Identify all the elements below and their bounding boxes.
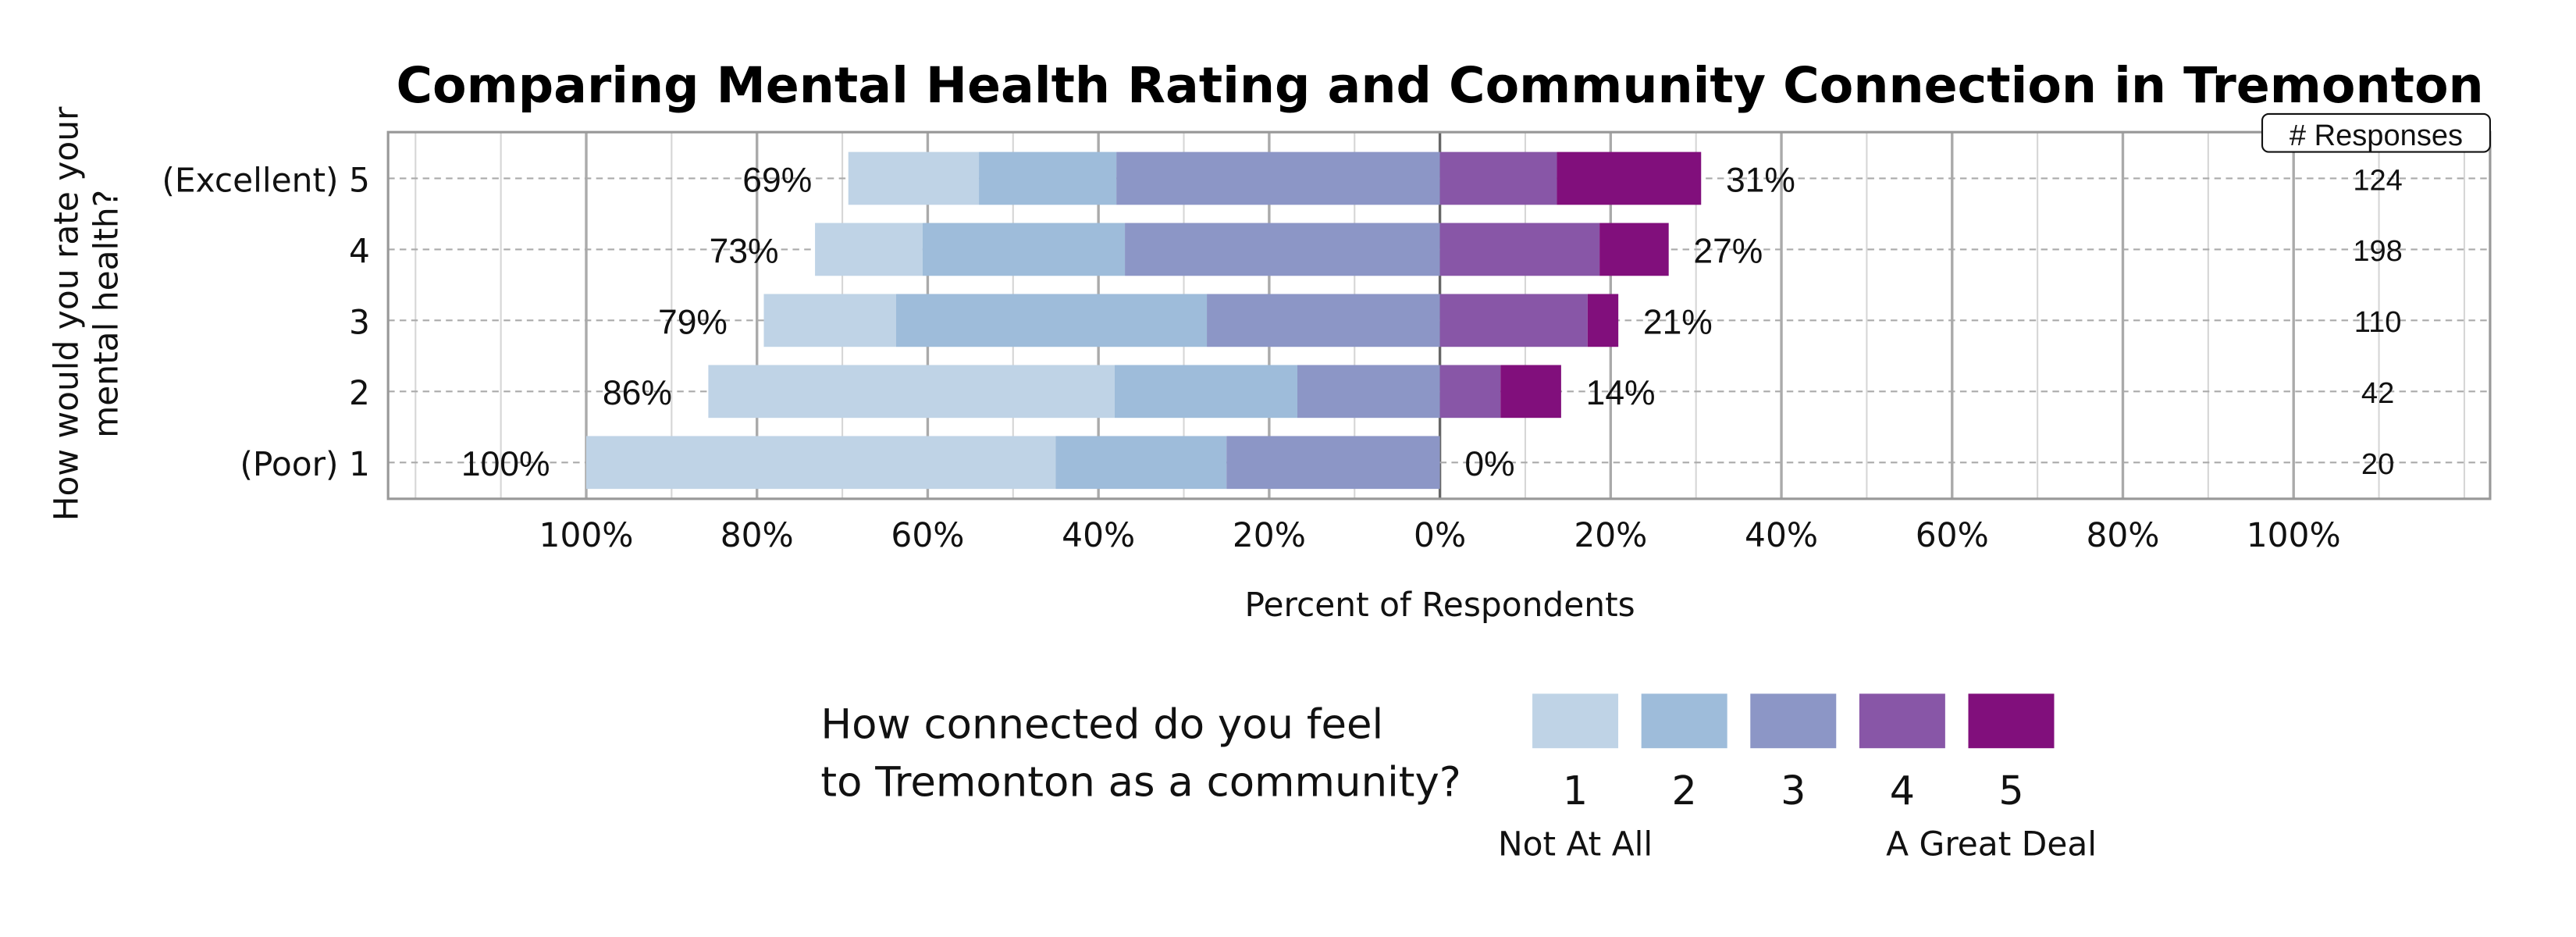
bars: 69% 31% 73% 27% 79% 21% 86% 14% 100% 0%	[461, 151, 1795, 490]
bar-segment-1	[708, 365, 1115, 419]
left-percent-label: 69%	[742, 161, 812, 199]
bar-segment-2	[979, 151, 1117, 205]
bar-segment-5	[1500, 365, 1561, 419]
right-percent-label: 21%	[1643, 303, 1713, 341]
responses-header-box	[2261, 112, 2491, 153]
x-axis-title: Percent of Respondents	[1245, 586, 1635, 624]
bar-segment-1	[586, 436, 1056, 490]
bar-segment-2	[1114, 365, 1297, 419]
bar-segment-3	[1116, 151, 1440, 205]
legend: How connected do you feel to Tremonton a…	[820, 693, 2097, 864]
left-percent-label: 100%	[461, 445, 550, 483]
bar-segment-5	[1587, 294, 1619, 347]
legend-title-line-2: to Tremonton as a community?	[820, 759, 1461, 807]
row-label: 2	[349, 374, 370, 412]
legend-title-line-1: How connected do you feel	[820, 701, 1383, 749]
x-tick-label: 40%	[1745, 516, 1818, 554]
legend-label: 3	[1781, 768, 1806, 814]
bar-segment-5	[1599, 223, 1669, 276]
legend-swatch-2	[1641, 693, 1727, 749]
row-labels: (Excellent) 5 124 4 198 3 110 2 42 (Poor) 1 20	[162, 161, 2403, 483]
legend-swatch-3	[1750, 693, 1837, 749]
x-tick-label: 60%	[891, 516, 964, 554]
bar-segment-5	[1557, 151, 1702, 205]
legend-label: 1	[1563, 768, 1588, 814]
x-ticks: 100% 80% 60% 40% 20% 0% 20% 40% 60% 80% 100%	[539, 516, 2341, 554]
left-percent-label: 86%	[603, 374, 672, 412]
x-tick-label: 20%	[1574, 516, 1647, 554]
plot-frame	[386, 130, 2492, 501]
bar-segment-3	[1207, 294, 1440, 347]
response-count: 110	[2354, 306, 2402, 339]
x-tick-label: 0%	[1414, 516, 1466, 554]
legend-swatch-4	[1859, 693, 1945, 749]
bar-segment-1	[848, 151, 980, 205]
right-percent-label: 0%	[1464, 445, 1514, 483]
x-tick-label: 100%	[2247, 516, 2341, 554]
bar-segment-3	[1226, 436, 1440, 490]
legend-high-label: A Great Deal	[1886, 825, 2097, 864]
right-percent-label: 27%	[1693, 232, 1763, 270]
response-count: 198	[2353, 235, 2403, 268]
bar-segment-3	[1297, 365, 1440, 419]
legend-label: 5	[1998, 768, 2023, 814]
row-label: 3	[349, 303, 370, 341]
bar-segment-4	[1439, 223, 1600, 276]
legend-low-label: Not At All	[1498, 825, 1653, 864]
x-tick-label: 80%	[720, 516, 794, 554]
y-axis-title-line-2: mental health?	[87, 190, 125, 438]
row-label: 4	[349, 232, 370, 270]
y-axis-title: How would you rate your mental health?	[47, 106, 125, 521]
right-percent-label: 14%	[1586, 374, 1656, 412]
bar-segment-4	[1439, 294, 1588, 347]
bar-segment-2	[895, 294, 1208, 347]
x-tick-label: 100%	[539, 516, 634, 554]
legend-swatch-1	[1532, 693, 1619, 749]
legend-label: 2	[1672, 768, 1697, 814]
right-percent-label: 31%	[1726, 161, 1795, 199]
x-tick-label: 40%	[1062, 516, 1135, 554]
response-count: 42	[2361, 377, 2394, 410]
bar-segment-4	[1439, 365, 1501, 419]
bar-segment-1	[815, 223, 923, 276]
response-count: 20	[2361, 448, 2394, 481]
y-axis-title-line-1: How would you rate your	[47, 106, 85, 521]
x-tick-label: 20%	[1233, 516, 1306, 554]
bar-segment-2	[922, 223, 1126, 276]
bar-segment-1	[763, 294, 896, 347]
x-tick-label: 60%	[1916, 516, 1989, 554]
row-label: (Excellent) 5	[162, 161, 370, 199]
responses-header: # Responses	[2290, 119, 2463, 152]
bar-segment-2	[1055, 436, 1227, 490]
bar-segment-3	[1125, 223, 1440, 276]
legend-swatch-5	[1968, 693, 2055, 749]
bar-segment-4	[1439, 151, 1557, 205]
response-count: 124	[2353, 164, 2403, 197]
x-tick-label: 80%	[2086, 516, 2159, 554]
legend-label: 4	[1890, 768, 1915, 814]
row-label: (Poor) 1	[240, 445, 370, 483]
left-percent-label: 79%	[658, 303, 728, 341]
left-percent-label: 73%	[710, 232, 779, 270]
chart-title: Comparing Mental Health Rating and Commu…	[397, 56, 2484, 114]
